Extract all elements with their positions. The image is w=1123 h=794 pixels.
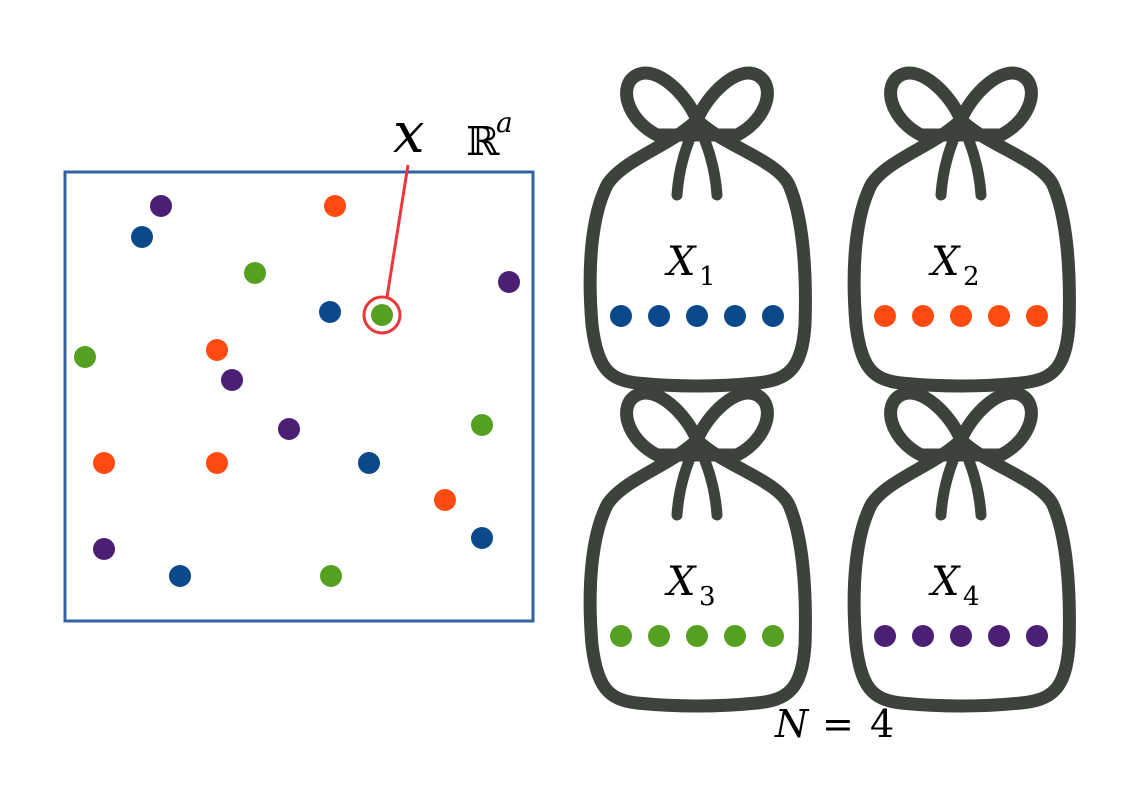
bag-outline-icon bbox=[854, 393, 1069, 706]
bag-outline-icon bbox=[854, 73, 1069, 386]
space-point bbox=[244, 262, 266, 284]
space-points bbox=[74, 195, 520, 587]
space-label: ℝ a bbox=[466, 106, 513, 165]
bag-point bbox=[724, 305, 746, 327]
space-point bbox=[324, 195, 346, 217]
bag-point bbox=[610, 625, 632, 647]
bag-point bbox=[762, 625, 784, 647]
bag-point bbox=[648, 625, 670, 647]
feature-space-box bbox=[63, 170, 535, 623]
space-point bbox=[74, 346, 96, 368]
point-label: x bbox=[393, 101, 425, 166]
space-point bbox=[206, 452, 228, 474]
bag-point bbox=[874, 305, 896, 327]
bag-point bbox=[686, 625, 708, 647]
space-point bbox=[434, 489, 456, 511]
caption-value: 4 bbox=[870, 702, 894, 746]
bag-label: X bbox=[664, 239, 697, 285]
space-point bbox=[206, 339, 228, 361]
bag-outline-icon bbox=[590, 393, 805, 706]
bag-label-subscript: 4 bbox=[963, 582, 980, 612]
bags: X 1 X 2X 3 X 4 bbox=[590, 73, 1069, 706]
space-point bbox=[93, 538, 115, 560]
bag-label-subscript: 2 bbox=[963, 262, 980, 292]
space-point bbox=[278, 418, 300, 440]
bag-outline-icon bbox=[590, 73, 805, 386]
bag-count-caption: N = 4 bbox=[774, 702, 894, 746]
space-point bbox=[221, 369, 243, 391]
space-point bbox=[169, 565, 191, 587]
bag-label-subscript: 3 bbox=[699, 582, 716, 612]
bag-point bbox=[1026, 625, 1048, 647]
space-point bbox=[131, 226, 153, 248]
bag-point bbox=[610, 305, 632, 327]
bag-point bbox=[912, 305, 934, 327]
bag-point bbox=[950, 625, 972, 647]
bag-label: X bbox=[664, 559, 697, 605]
bag-point bbox=[724, 625, 746, 647]
space-point bbox=[319, 301, 341, 323]
space-point bbox=[471, 414, 493, 436]
bag-point bbox=[874, 625, 896, 647]
space-exponent: a bbox=[496, 106, 513, 139]
bag-label: X bbox=[928, 559, 961, 605]
space-symbol: ℝ bbox=[466, 119, 500, 165]
space-point bbox=[150, 195, 172, 217]
bag-point bbox=[912, 625, 934, 647]
bag-point bbox=[988, 305, 1010, 327]
highlighted-point bbox=[371, 304, 393, 326]
space-point bbox=[358, 452, 380, 474]
bag-point bbox=[686, 305, 708, 327]
highlight-ring bbox=[362, 295, 402, 335]
bag-point bbox=[648, 305, 670, 327]
space-point bbox=[93, 452, 115, 474]
bag-label-subscript: 1 bbox=[699, 262, 716, 292]
bag-point bbox=[762, 305, 784, 327]
space-point bbox=[471, 527, 493, 549]
bag-label: X bbox=[928, 239, 961, 285]
bag-point bbox=[988, 625, 1010, 647]
space-point bbox=[498, 271, 520, 293]
bag-point bbox=[950, 305, 972, 327]
space-point bbox=[320, 565, 342, 587]
pointer-line bbox=[385, 164, 410, 298]
caption-variable: N bbox=[774, 702, 810, 746]
caption-operator: = bbox=[822, 702, 854, 746]
bag-point bbox=[1026, 305, 1048, 327]
